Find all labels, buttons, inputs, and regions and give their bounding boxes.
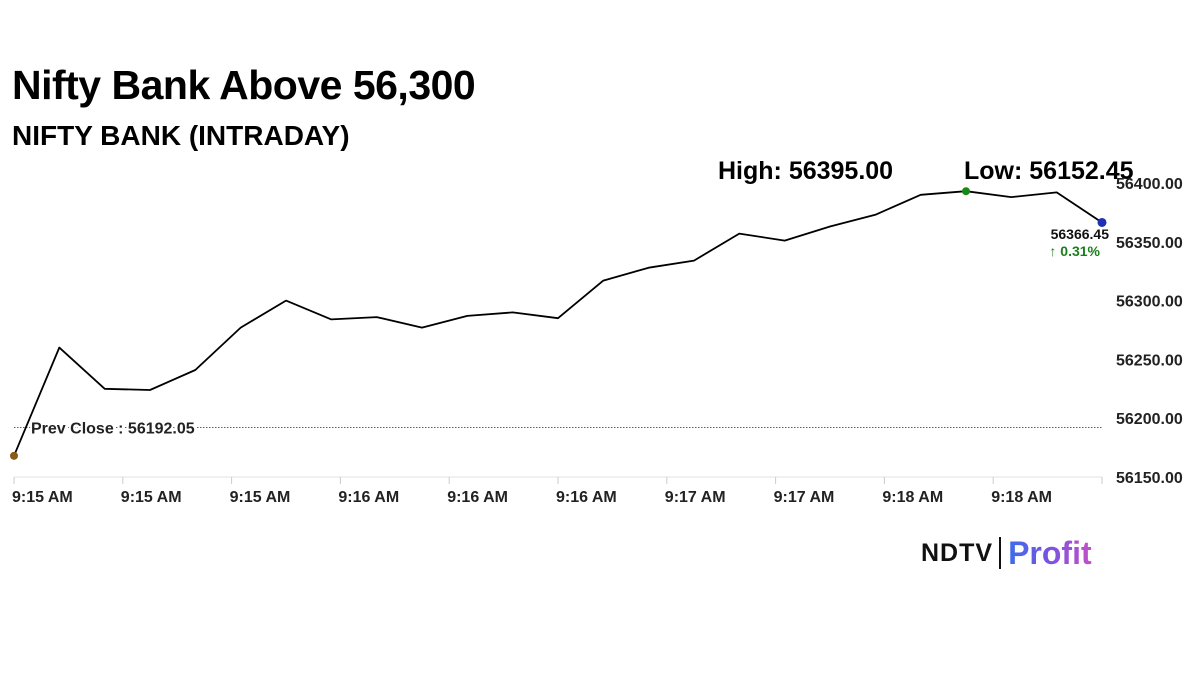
ndtv-profit-logo: NDTV Profit: [921, 535, 1092, 571]
y-tick-label: 56300.00: [1116, 294, 1183, 311]
headline: Nifty Bank Above 56,300: [12, 62, 476, 108]
x-tick-label: 9:16 AM: [556, 489, 617, 506]
price-line: [13, 190, 1103, 457]
x-tick-label: 9:15 AM: [121, 489, 182, 506]
high-label: High: 56395.00: [718, 157, 894, 185]
x-tick-label: 9:16 AM: [338, 489, 399, 506]
x-tick-label: 9:18 AM: [991, 489, 1052, 506]
logo-profit-text: Profit: [1008, 534, 1092, 571]
y-tick-label: 56200.00: [1116, 411, 1183, 428]
x-tick-label: 9:17 AM: [774, 489, 835, 506]
chart-title: NIFTY BANK (INTRADAY): [12, 120, 350, 151]
y-tick-label: 56150.00: [1116, 470, 1183, 487]
y-tick-label: 56400.00: [1116, 176, 1183, 193]
prev-close-label: Prev Close : 56192.05: [31, 421, 195, 438]
last-point-marker: [1097, 217, 1107, 227]
y-tick-label: 56350.00: [1116, 235, 1183, 252]
x-tick-label: 9:16 AM: [447, 489, 508, 506]
x-tick-label: 9:18 AM: [882, 489, 943, 506]
x-tick-label: 9:17 AM: [665, 489, 726, 506]
high-point-marker: [962, 187, 970, 196]
start-point-marker: [10, 451, 18, 460]
low-label: Low: 56152.45: [964, 157, 1134, 185]
y-tick-label: 56250.00: [1116, 352, 1183, 369]
x-tick-label: 9:15 AM: [230, 489, 291, 506]
last-value-label: 56366.45: [1051, 226, 1110, 242]
logo-separator: [999, 537, 1002, 569]
logo-ndtv-text: NDTV: [921, 538, 994, 567]
change-percent-label: ↑ 0.31%: [1049, 243, 1100, 259]
x-tick-label: 9:15 AM: [12, 489, 73, 506]
